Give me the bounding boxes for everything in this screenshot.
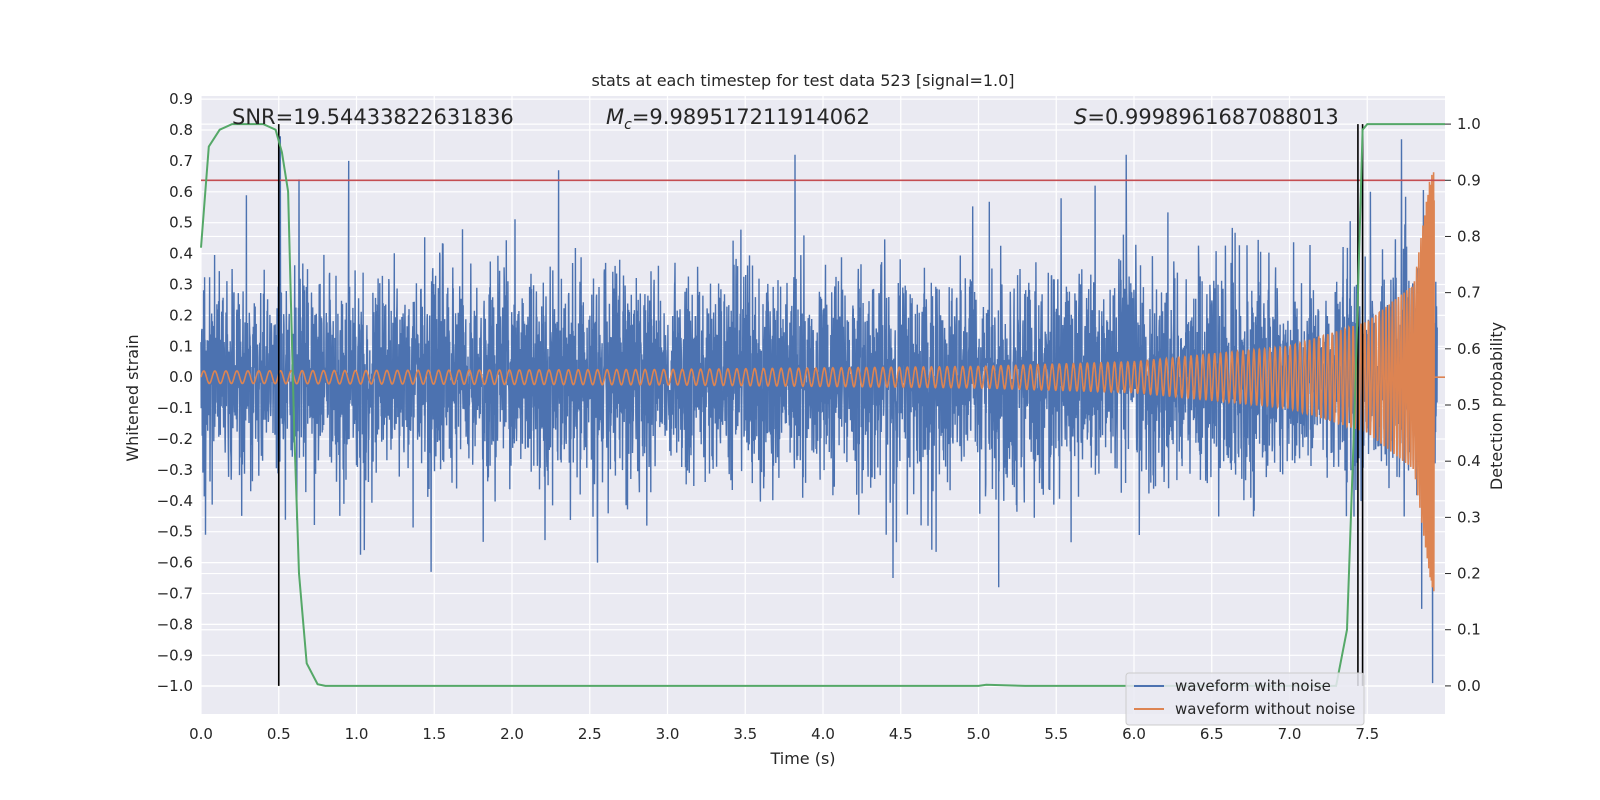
y-tick-label: 0.3 [169,275,193,293]
x-axis-label: Time (s) [769,749,835,768]
y-tick-label: −0.1 [157,399,193,417]
y-tick-label: 0.5 [169,214,193,232]
plot-area [200,96,1445,714]
x-tick-label: 2.0 [500,725,524,743]
legend: waveform with noise waveform without noi… [1125,672,1365,726]
y2-tick-label: 0.4 [1457,452,1481,470]
y2-tick-label: 0.0 [1457,677,1481,695]
x-axis-ticks: 0.0 0.5 1.0 1.5 2.0 2.5 3.0 3.5 4.0 4.5 5.0 5.5 6.0 6… [189,725,1379,743]
y2-tick-label: 0.8 [1457,227,1481,245]
y-axis-label: Whitened strain [123,334,142,461]
y-tick-label: −0.3 [157,461,193,479]
score-annotation: S=0.9998961687088013 [1074,105,1339,129]
chirp-mass-value: =9.989517211914062 [632,105,870,129]
y-tick-label: 0.6 [169,183,193,201]
score-symbol: S [1074,105,1087,129]
y-tick-label: −0.2 [157,430,193,448]
x-tick-label: 1.0 [345,725,369,743]
x-tick-label: 0.0 [189,725,213,743]
x-tick-label: 1.5 [422,725,446,743]
legend-label-noise: waveform with noise [1175,677,1331,695]
y-tick-label: 0.2 [169,306,193,324]
y-tick-label: 0.9 [169,90,193,108]
y-tick-label: 0.7 [169,152,193,170]
y2-tick-label: 0.2 [1457,565,1481,583]
y-tick-label: 0.8 [169,121,193,139]
legend-box [1125,672,1365,726]
legend-label-clean: waveform without noise [1175,700,1355,718]
y2-tick-label: 0.5 [1457,396,1481,414]
vertical-markers [201,124,1445,686]
y2-tick-label: 0.7 [1457,284,1481,302]
noise-trace [200,136,1438,684]
y2-tick-label: 0.9 [1457,171,1481,189]
x-tick-label: 3.5 [733,725,757,743]
y2-tick-label: 1.0 [1457,115,1481,133]
x-tick-label: 2.5 [578,725,602,743]
chirp-mass-subscript: c [624,117,632,133]
y-tick-label: −0.4 [157,492,193,510]
chart-title: stats at each timestep for test data 523… [591,71,1014,90]
left-axis-ticks: 0.9 0.8 0.7 0.6 0.5 0.4 0.3 0.2 0.1 0.0 −0.1 −0.2 −0… [157,90,193,695]
x-tick-label: 5.5 [1044,725,1068,743]
y2-tick-label: 0.3 [1457,508,1481,526]
x-tick-label: 3.0 [656,725,680,743]
series-waveform-without-noise [200,172,1445,592]
x-tick-label: 4.5 [889,725,913,743]
y2-tick-label: 0.1 [1457,621,1481,639]
x-tick-label: 6.0 [1122,725,1146,743]
x-tick-label: 0.5 [267,725,291,743]
score-value: =0.9998961687088013 [1087,105,1338,129]
x-tick-label: 6.5 [1200,725,1224,743]
series-waveform-with-noise [200,136,1438,684]
right-axis-ticks: 1.0 0.9 0.8 0.7 0.6 0.5 0.4 0.3 0.2 0.1 0.0 [1445,115,1481,695]
y-tick-label: −1.0 [157,677,193,695]
y-tick-label: −0.6 [157,554,193,572]
x-tick-label: 7.5 [1355,725,1379,743]
y-tick-label: −0.8 [157,615,193,633]
y-tick-label: −0.5 [157,523,193,541]
probability-trace [200,123,1445,687]
snr-annotation: SNR=19.54433822631836 [232,105,514,129]
chirp-mass-annotation: Mc=9.989517211914062 [606,105,870,133]
y-tick-label: −0.9 [157,646,193,664]
y2-tick-label: 0.6 [1457,340,1481,358]
clean-trace [200,172,1445,592]
y2-axis-label: Detection probability [1487,322,1506,490]
y-tick-label: −0.7 [157,584,193,602]
x-tick-label: 7.0 [1278,725,1302,743]
chirp-mass-symbol: M [606,105,624,129]
x-tick-label: 5.0 [967,725,991,743]
y-tick-label: 0.1 [169,337,193,355]
series-detection-probability [200,123,1445,687]
x-tick-label: 4.0 [811,725,835,743]
y-tick-label: 0.4 [169,245,193,263]
y-tick-label: 0.0 [169,368,193,386]
